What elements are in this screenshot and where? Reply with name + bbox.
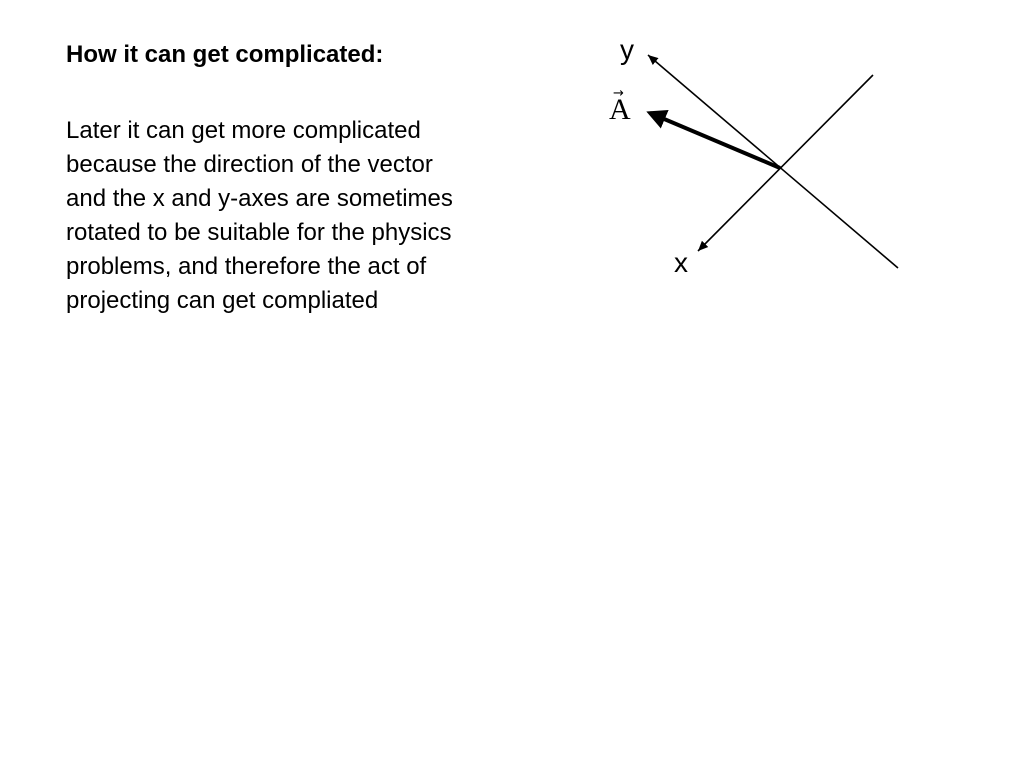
body-line: problems, and therefore the act of <box>66 253 427 280</box>
x-axis-line <box>697 74 874 252</box>
vector-a-arrow <box>646 110 781 170</box>
body-line: rotated to be suitable for the physics <box>66 219 452 246</box>
y-axis-line <box>647 54 899 269</box>
body-line: and the x and y-axes are sometimes <box>66 185 453 212</box>
body-line: Later it can get more complicated <box>66 117 421 144</box>
body-line: because the direction of the vector <box>66 151 433 178</box>
x-axis-label: x <box>674 247 688 278</box>
vector-a-overarrow: → <box>613 86 624 101</box>
body-line: projecting can get compliated <box>66 287 379 314</box>
slide-title: How it can get complicated: <box>66 41 384 68</box>
y-axis-label: y <box>620 34 634 65</box>
vector-a-label: A <box>609 93 631 126</box>
slide-body-text: Later it can get more complicated becaus… <box>66 114 536 318</box>
